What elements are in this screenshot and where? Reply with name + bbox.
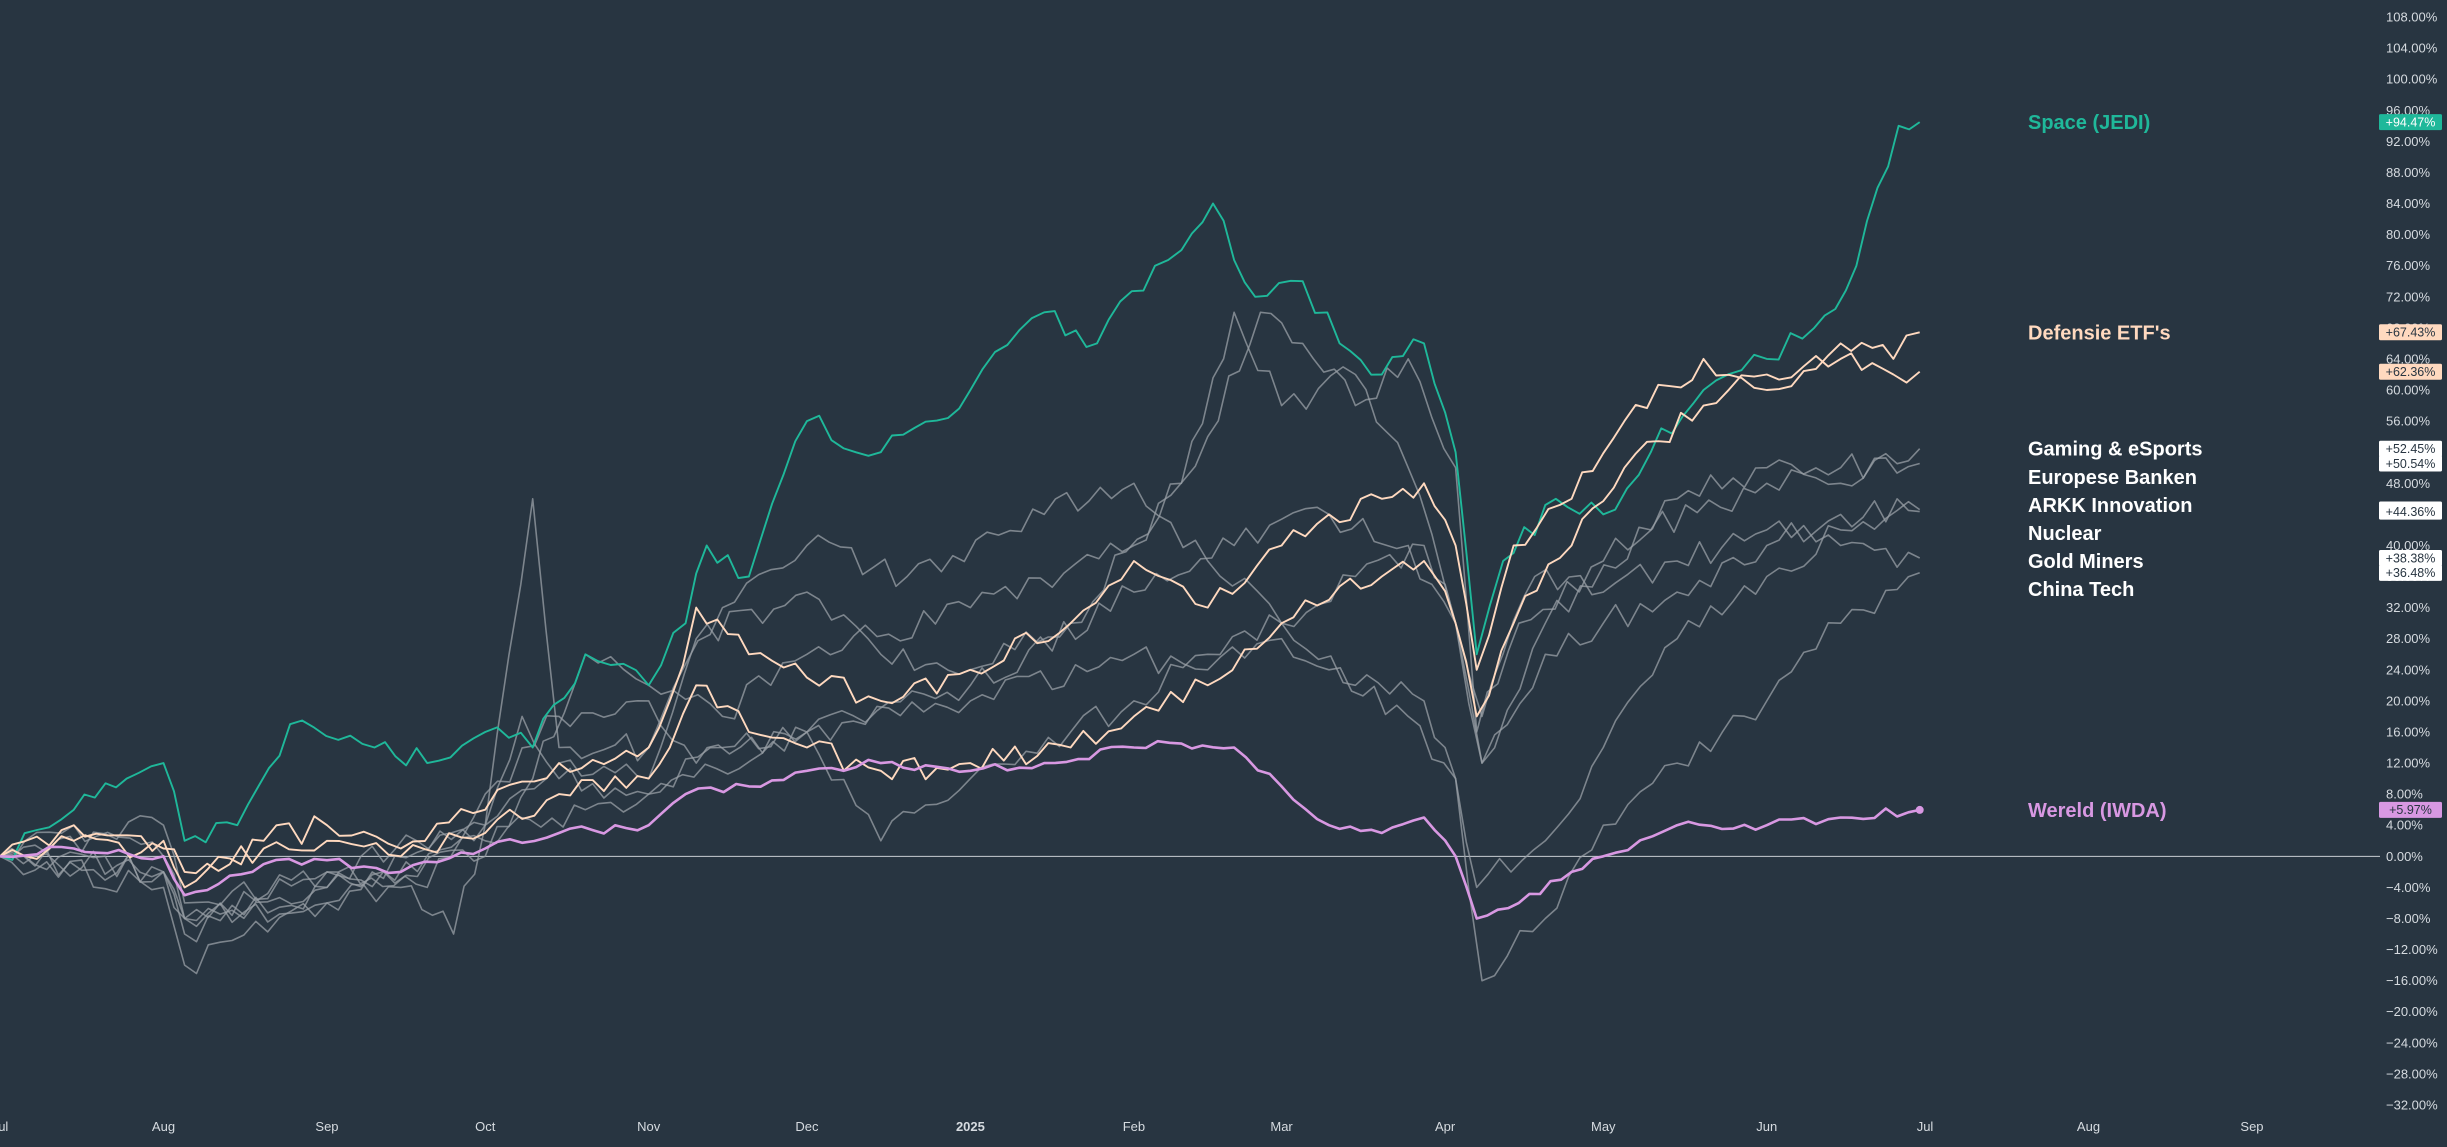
x-tick-label: Apr bbox=[1435, 1119, 1456, 1134]
y-tick-label: −24.00% bbox=[2386, 1035, 2438, 1050]
y-tick-label: 8.00% bbox=[2386, 787, 2423, 802]
y-tick-label: 108.00% bbox=[2386, 10, 2438, 25]
x-tick-label: Jul bbox=[1917, 1119, 1934, 1134]
x-tick-label: Dec bbox=[795, 1119, 819, 1134]
y-tick-label: 4.00% bbox=[2386, 818, 2423, 833]
y-tick-label: 88.00% bbox=[2386, 165, 2431, 180]
last-value-text: +44.36% bbox=[2386, 505, 2436, 519]
last-value-text: +50.54% bbox=[2386, 457, 2436, 471]
x-tick-label: Jun bbox=[1756, 1119, 1777, 1134]
x-tick-label: Aug bbox=[2077, 1119, 2100, 1134]
last-value-text: +5.97% bbox=[2389, 803, 2432, 817]
x-tick-label: Aug bbox=[152, 1119, 175, 1134]
y-tick-label: 84.00% bbox=[2386, 196, 2431, 211]
y-tick-label: −20.00% bbox=[2386, 1004, 2438, 1019]
last-value-text: +67.43% bbox=[2386, 326, 2436, 340]
last-value-badge-gaming-esports: +52.45% bbox=[2379, 440, 2442, 457]
y-tick-label: 80.00% bbox=[2386, 227, 2431, 242]
last-value-text: +62.36% bbox=[2386, 365, 2436, 379]
y-tick-label: 16.00% bbox=[2386, 724, 2431, 739]
last-value-badge-nuclear: +44.36% bbox=[2379, 503, 2442, 520]
y-tick-label: 32.00% bbox=[2386, 600, 2431, 615]
series-line-europese-banken[interactable] bbox=[0, 453, 1920, 943]
y-tick-label: 20.00% bbox=[2386, 693, 2431, 708]
y-tick-label: 104.00% bbox=[2386, 41, 2438, 56]
x-tick-label: 2025 bbox=[956, 1119, 985, 1134]
series-label-europese-banken: Europese Banken bbox=[2028, 467, 2197, 489]
last-value-badge-europese-banken: +50.54% bbox=[2379, 455, 2442, 472]
y-tick-label: −4.00% bbox=[2386, 880, 2431, 895]
series-lines-group bbox=[0, 121, 1924, 982]
y-tick-label: 64.00% bbox=[2386, 351, 2431, 366]
series-line-defensie-etf-s[interactable] bbox=[0, 331, 1920, 889]
series-end-dot-wereld-iwda bbox=[1915, 805, 1924, 814]
series-line-defensie-etf-s-2[interactable] bbox=[0, 352, 1921, 875]
x-tick-label: Feb bbox=[1123, 1119, 1145, 1134]
y-tick-label: 92.00% bbox=[2386, 134, 2431, 149]
last-value-badge-space-jedi: +94.47% bbox=[2379, 114, 2442, 131]
x-tick-label: Nov bbox=[637, 1119, 661, 1134]
y-tick-label: 28.00% bbox=[2386, 631, 2431, 646]
series-line-gaming-esports[interactable] bbox=[0, 311, 1921, 922]
y-tick-label: −8.00% bbox=[2386, 911, 2431, 926]
series-line-arkk-innovation[interactable] bbox=[0, 482, 1921, 906]
x-axis[interactable]: Jul Aug Sep Oct Nov Dec 2025 Feb Mar Apr May Jun Jul… bbox=[0, 1119, 2264, 1134]
series-label-china-tech: China Tech bbox=[2028, 579, 2134, 601]
series-label-wereld-iwda: Wereld (IWDA) bbox=[2028, 800, 2167, 822]
y-tick-label: 12.00% bbox=[2386, 756, 2431, 771]
y-tick-label: 100.00% bbox=[2386, 72, 2438, 87]
y-tick-label: −16.00% bbox=[2386, 973, 2438, 988]
series-label-space-jedi: Space (JEDI) bbox=[2028, 112, 2150, 134]
last-value-badge-defensie-etf-s: +67.43% bbox=[2379, 324, 2442, 341]
x-tick-label: Oct bbox=[475, 1119, 496, 1134]
series-line-space-jedi[interactable] bbox=[0, 121, 1921, 861]
y-tick-label: 24.00% bbox=[2386, 662, 2431, 677]
y-tick-label: 96.00% bbox=[2386, 103, 2431, 118]
y-tick-label: 76.00% bbox=[2386, 258, 2431, 273]
last-value-badges: +94.47%+67.43%+62.36%+52.45%+50.54%+44.6… bbox=[2379, 114, 2442, 818]
last-value-text: +38.38% bbox=[2386, 551, 2436, 565]
last-value-badge-wereld-iwda: +5.97% bbox=[2379, 801, 2442, 818]
y-tick-label: −28.00% bbox=[2386, 1066, 2438, 1081]
x-tick-label: Jul bbox=[0, 1119, 8, 1134]
y-tick-label: 60.00% bbox=[2386, 383, 2431, 398]
y-tick-label: 56.00% bbox=[2386, 414, 2431, 429]
last-value-badge-defensie-etf-s-2: +62.36% bbox=[2379, 363, 2442, 380]
last-value-text: +94.47% bbox=[2386, 115, 2436, 129]
x-tick-label: May bbox=[1591, 1119, 1616, 1134]
y-tick-label: 72.00% bbox=[2386, 289, 2431, 304]
series-label-gaming-esports: Gaming & eSports bbox=[2028, 439, 2202, 461]
x-tick-label: Sep bbox=[2240, 1119, 2263, 1134]
y-tick-label: 48.00% bbox=[2386, 476, 2431, 491]
series-label-gold-miners: Gold Miners bbox=[2028, 551, 2144, 573]
series-name-labels: Space (JEDI) Defensie ETF's Gaming & eSpor… bbox=[2028, 112, 2202, 822]
last-value-text: +52.45% bbox=[2386, 442, 2436, 456]
x-tick-label: Mar bbox=[1270, 1119, 1293, 1134]
y-tick-label: 40.00% bbox=[2386, 538, 2431, 553]
series-line-china-tech[interactable] bbox=[0, 572, 1920, 982]
y-tick-label: 0.00% bbox=[2386, 849, 2423, 864]
series-label-arkk-innovation: ARKK Innovation bbox=[2028, 495, 2192, 517]
last-value-text: +36.48% bbox=[2386, 566, 2436, 580]
y-tick-label: −32.00% bbox=[2386, 1098, 2438, 1113]
last-value-badge-china-tech: +36.48% bbox=[2379, 564, 2442, 581]
series-line-gold-miners[interactable] bbox=[0, 520, 1921, 920]
x-tick-label: Sep bbox=[315, 1119, 338, 1134]
y-tick-label: −12.00% bbox=[2386, 942, 2438, 957]
last-value-badge-gold-miners: +38.38% bbox=[2379, 550, 2442, 567]
series-line-wereld-iwda[interactable] bbox=[0, 739, 1920, 920]
series-label-nuclear: Nuclear bbox=[2028, 523, 2102, 545]
series-label-defensie-etf-s: Defensie ETF's bbox=[2028, 322, 2171, 344]
